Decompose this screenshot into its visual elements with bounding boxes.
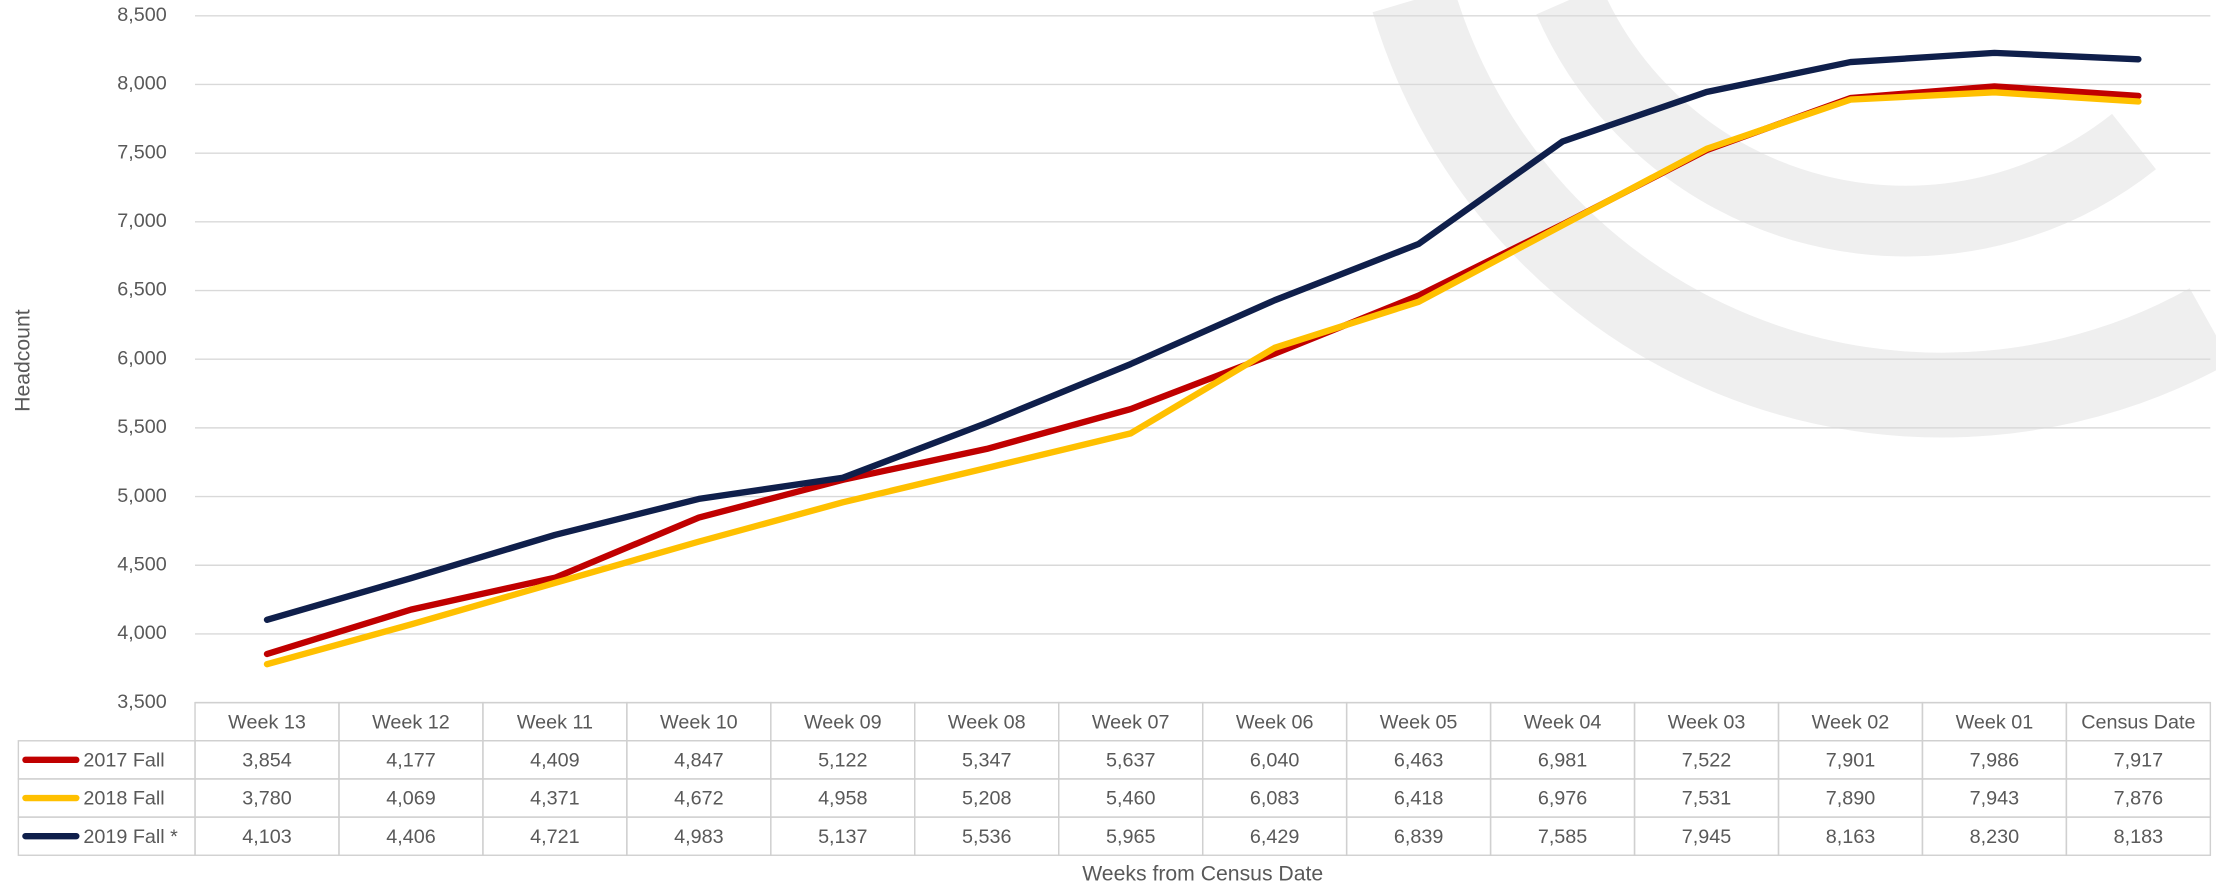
category-label: Week 06 xyxy=(1236,711,1314,733)
y-tick-label: 3,500 xyxy=(117,691,166,713)
table-value: 6,981 xyxy=(1538,749,1587,771)
table-value: 4,847 xyxy=(674,749,723,771)
table-value: 5,137 xyxy=(818,826,867,848)
table-value: 6,429 xyxy=(1250,826,1299,848)
table-value: 3,780 xyxy=(242,788,291,810)
table-value: 5,347 xyxy=(962,749,1011,771)
category-label: Week 07 xyxy=(1092,711,1170,733)
category-label: Week 10 xyxy=(660,711,738,733)
legend-label: 2017 Fall xyxy=(83,749,164,771)
legend-label: 2019 Fall * xyxy=(83,826,178,848)
table-value: 4,103 xyxy=(242,826,291,848)
table-value: 8,163 xyxy=(1826,826,1875,848)
category-label: Week 12 xyxy=(372,711,450,733)
table-value: 6,976 xyxy=(1538,788,1587,810)
y-tick-label: 8,000 xyxy=(117,73,166,95)
table-value: 4,409 xyxy=(530,749,579,771)
table-value: 6,418 xyxy=(1394,788,1443,810)
table-value: 6,839 xyxy=(1394,826,1443,848)
table-value: 4,721 xyxy=(530,826,579,848)
category-label: Census Date xyxy=(2081,711,2195,733)
table-value: 7,917 xyxy=(2114,749,2163,771)
table-value: 5,965 xyxy=(1106,826,1155,848)
table-value: 4,958 xyxy=(818,788,867,810)
table-cell xyxy=(2065,816,2212,856)
table-value: 7,986 xyxy=(1970,749,2019,771)
table-value: 5,460 xyxy=(1106,788,1155,810)
table-value: 7,531 xyxy=(1682,788,1731,810)
table-value: 6,040 xyxy=(1250,749,1299,771)
series-line xyxy=(263,89,2142,668)
table-value: 5,536 xyxy=(962,826,1011,848)
x-axis-title: Weeks from Census Date xyxy=(1082,863,1323,886)
table-value: 4,406 xyxy=(386,826,435,848)
y-axis-title: Headcount xyxy=(12,309,35,412)
y-tick-label: 7,000 xyxy=(117,210,166,232)
y-tick-label: 4,500 xyxy=(117,553,166,575)
category-label: Week 05 xyxy=(1380,711,1458,733)
table-value: 8,183 xyxy=(2114,826,2163,848)
table-value: 4,672 xyxy=(674,788,723,810)
table-value: 7,522 xyxy=(1682,749,1731,771)
y-tick-label: 6,000 xyxy=(117,347,166,369)
table-value: 7,876 xyxy=(2114,788,2163,810)
y-tick-label: 7,500 xyxy=(117,141,166,163)
table-value: 5,637 xyxy=(1106,749,1155,771)
category-label: Week 11 xyxy=(517,711,593,733)
y-tick-label: 4,000 xyxy=(117,622,166,644)
y-tick-label: 5,000 xyxy=(117,485,166,507)
category-label: Week 09 xyxy=(804,711,882,733)
background-decoration xyxy=(1372,0,2216,438)
table-value: 6,083 xyxy=(1250,788,1299,810)
table-value: 4,177 xyxy=(386,749,435,771)
table-value: 6,463 xyxy=(1394,749,1443,771)
table-value: 7,945 xyxy=(1682,826,1731,848)
table-value: 5,122 xyxy=(818,749,867,771)
table-value: 4,983 xyxy=(674,826,723,848)
series-line xyxy=(263,49,2142,623)
table-value: 5,208 xyxy=(962,788,1011,810)
category-label: Week 04 xyxy=(1524,711,1602,733)
y-tick-label: 8,500 xyxy=(117,4,166,26)
table-value: 7,585 xyxy=(1538,826,1587,848)
category-label: Week 03 xyxy=(1668,711,1746,733)
y-tick-label: 5,500 xyxy=(117,416,166,438)
legend-label: 2018 Fall xyxy=(83,788,164,810)
category-label: Week 02 xyxy=(1812,711,1890,733)
table-value: 4,371 xyxy=(530,788,579,810)
category-label: Week 13 xyxy=(228,711,306,733)
category-label: Week 08 xyxy=(948,711,1026,733)
table-value: 4,069 xyxy=(386,788,435,810)
y-tick-label: 6,500 xyxy=(117,279,166,301)
table-value: 7,901 xyxy=(1826,749,1875,771)
category-label: Week 01 xyxy=(1956,711,2034,733)
table-value: 8,230 xyxy=(1970,826,2019,848)
table-value: 7,890 xyxy=(1826,788,1875,810)
table-value: 7,943 xyxy=(1970,788,2019,810)
table-value: 3,854 xyxy=(242,749,291,771)
